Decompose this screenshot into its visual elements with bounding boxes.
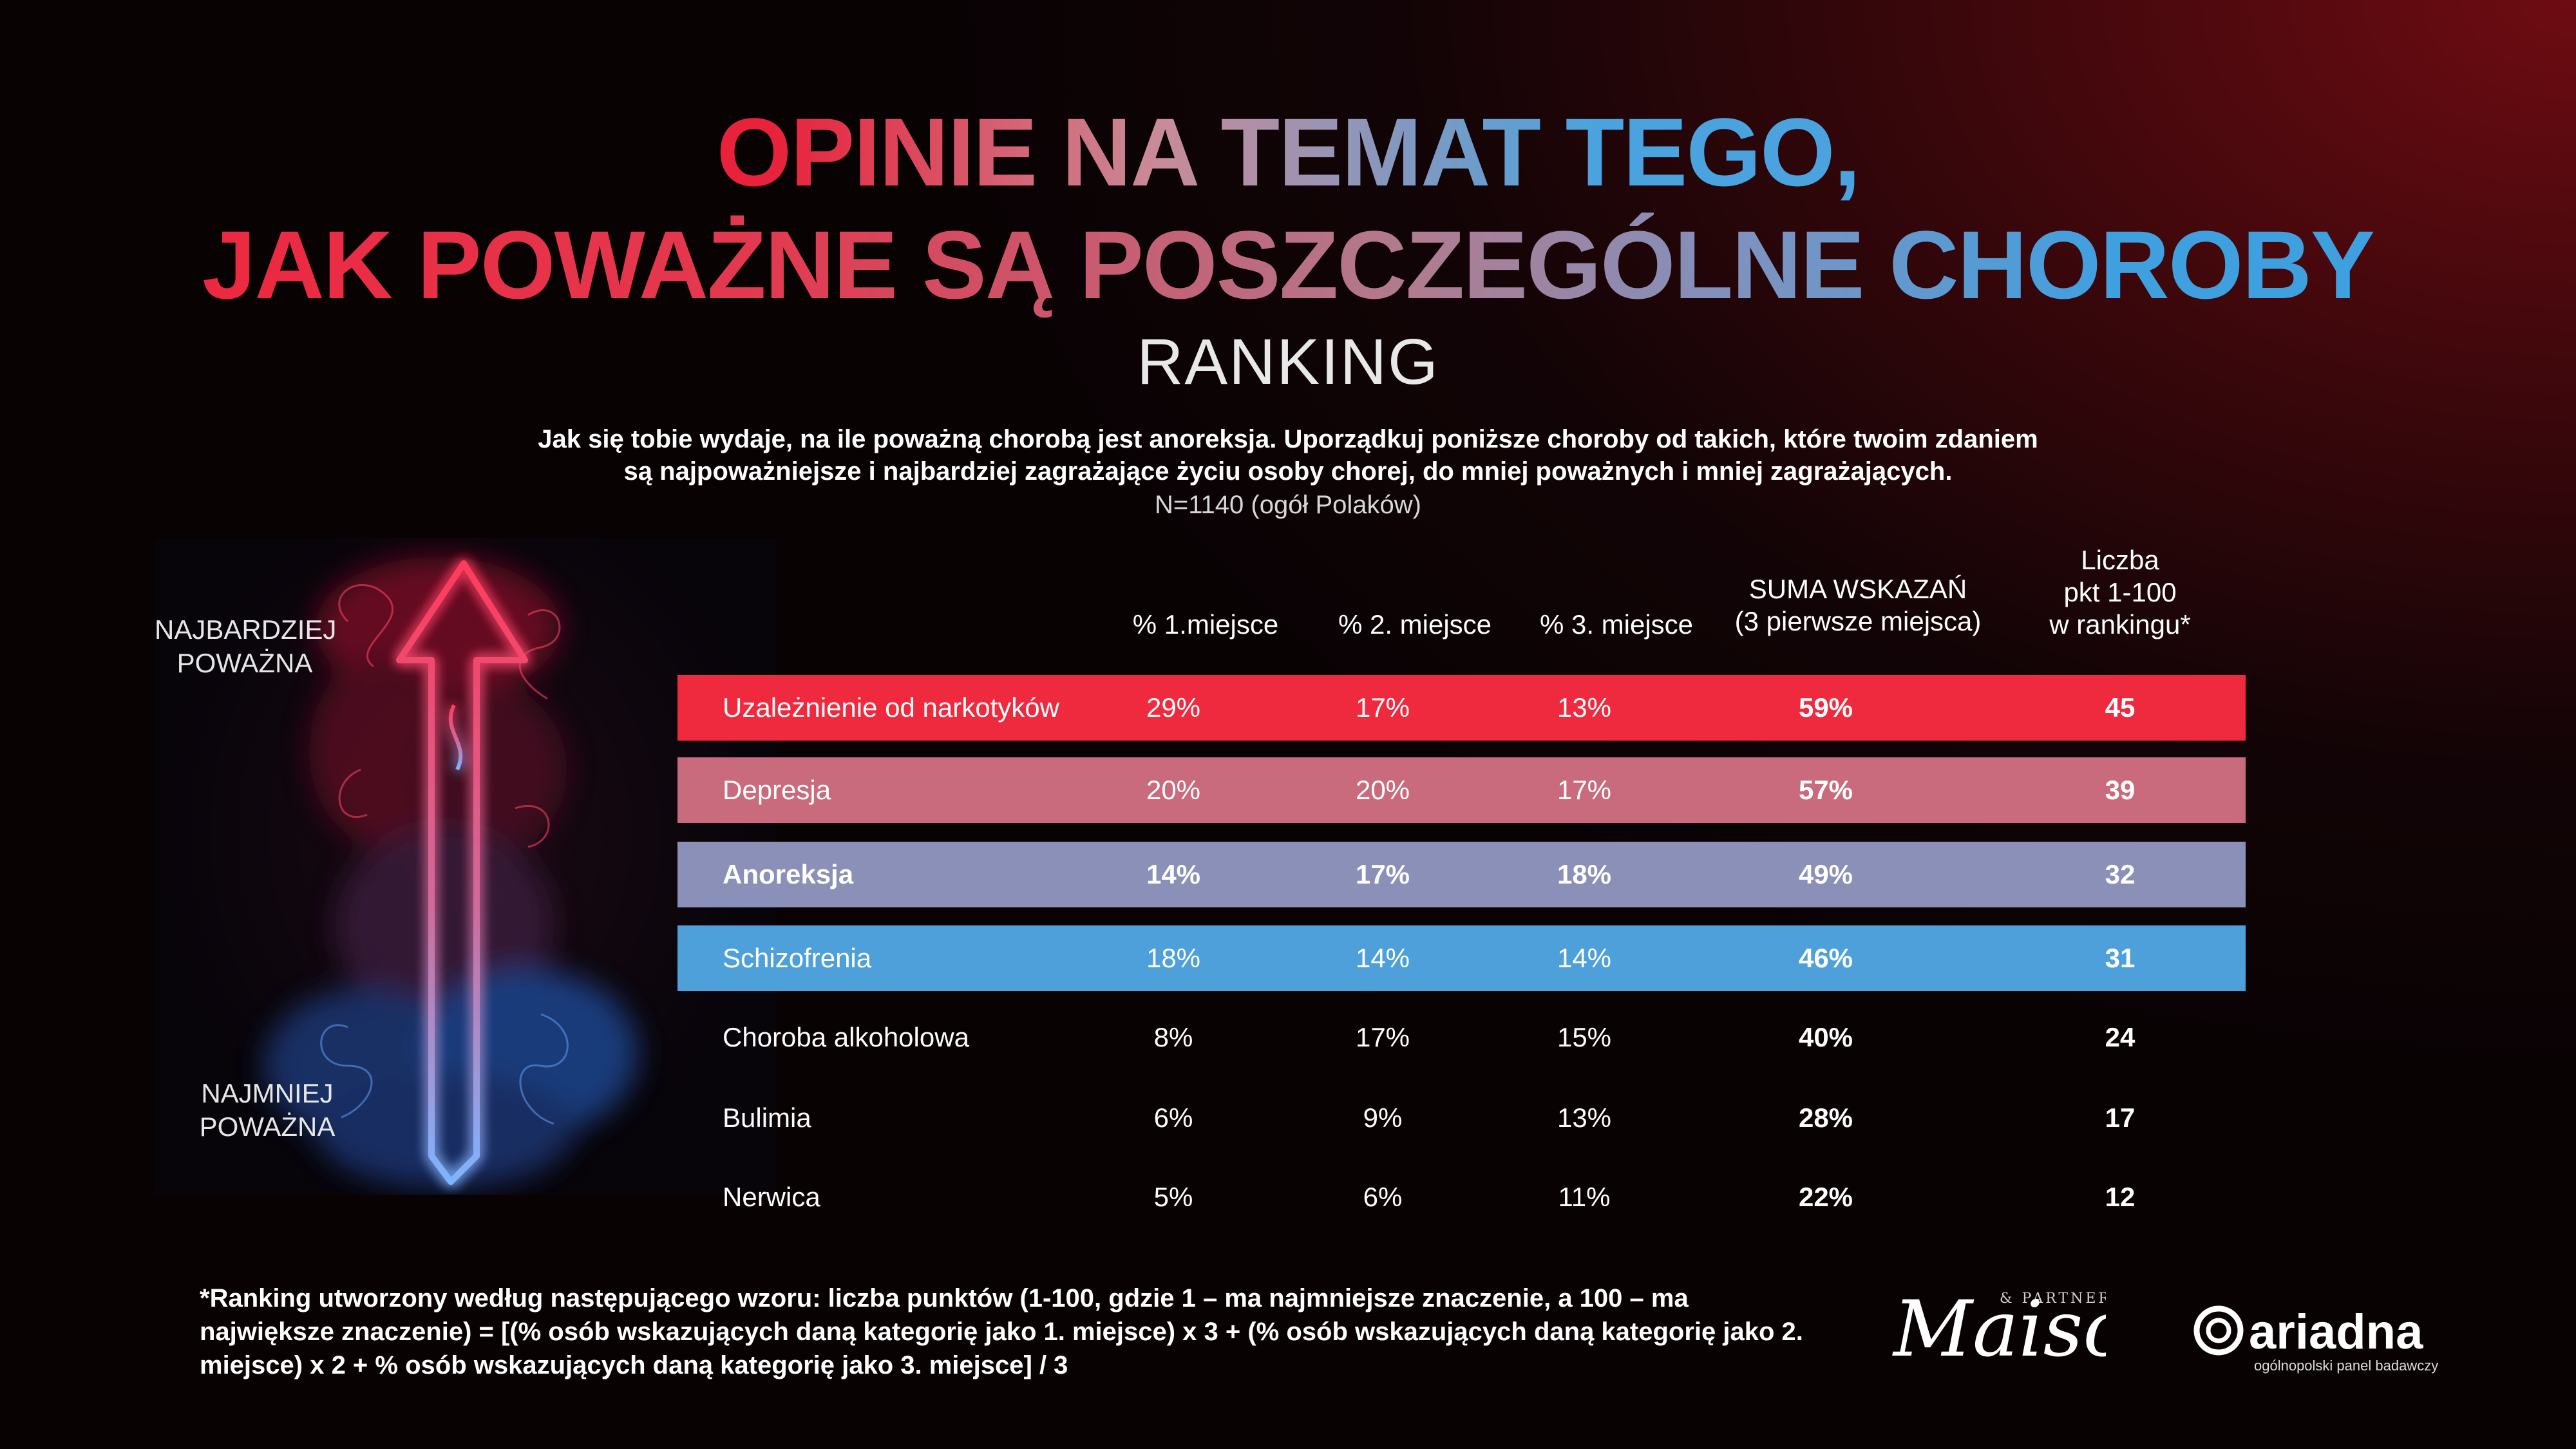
cell-first-place: 5% bbox=[1153, 1182, 1193, 1212]
header-second-place: % 2. miejsce bbox=[1338, 609, 1492, 639]
title-line-1: OPINIE NA TEMAT TEGO, bbox=[0, 97, 2576, 208]
maison-sub-text: & PARTNERS bbox=[2000, 1291, 2106, 1307]
row-name: Choroba alkoholowa bbox=[723, 1022, 969, 1052]
cell-sum: 28% bbox=[1798, 1103, 1853, 1133]
row-name: Depresja bbox=[723, 775, 831, 805]
table-row: Schizofrenia 18% 14% 14% 46% 31 bbox=[677, 925, 2246, 991]
row-name: Anoreksja bbox=[723, 859, 854, 889]
cell-third-place: 17% bbox=[1557, 775, 1612, 805]
header-third-place: % 3. miejsce bbox=[1539, 609, 1694, 639]
cell-points: 31 bbox=[2105, 943, 2136, 973]
cell-third-place: 15% bbox=[1557, 1022, 1612, 1052]
cell-second-place: 17% bbox=[1355, 692, 1410, 723]
cell-sum: 49% bbox=[1798, 859, 1853, 889]
row-name: Nerwica bbox=[723, 1182, 820, 1212]
cell-third-place: 11% bbox=[1558, 1182, 1611, 1212]
subtitle: RANKING bbox=[1137, 326, 1439, 398]
footnote: *Ranking utworzony według następującego … bbox=[200, 1284, 1803, 1379]
cell-points: 12 bbox=[2105, 1182, 2136, 1212]
header-sum-line-2: (3 pierwsze miejsca) bbox=[1734, 606, 1982, 636]
cell-first-place: 6% bbox=[1153, 1103, 1193, 1133]
ariadna-sub-text: ogólnopolski panel badawczy bbox=[2254, 1358, 2438, 1374]
cell-first-place: 8% bbox=[1153, 1022, 1193, 1052]
header-first-place: % 1.miejsce bbox=[1132, 609, 1279, 639]
cell-first-place: 29% bbox=[1146, 692, 1201, 723]
cell-sum: 59% bbox=[1798, 692, 1853, 723]
cell-sum: 40% bbox=[1798, 1022, 1853, 1052]
cell-first-place: 20% bbox=[1146, 775, 1201, 805]
cell-first-place: 14% bbox=[1146, 859, 1201, 889]
cell-points: 39 bbox=[2105, 775, 2136, 805]
title-line-2: JAK POWAŻNE SĄ POSZCZEGÓLNE CHOROBY bbox=[0, 209, 2576, 321]
ariadna-text: ariadna bbox=[2249, 1305, 2423, 1359]
cell-sum: 57% bbox=[1798, 775, 1853, 805]
table-row: Nerwica 5% 6% 11% 22% 12 bbox=[677, 1164, 2246, 1230]
cell-sum: 46% bbox=[1798, 943, 1853, 973]
table-row: Choroba alkoholowa 8% 17% 15% 40% 24 bbox=[677, 1005, 2246, 1070]
cell-third-place: 18% bbox=[1557, 859, 1612, 889]
cell-second-place: 20% bbox=[1355, 775, 1410, 805]
header-sum-line-1: SUMA WSKAZAŃ bbox=[1748, 574, 1967, 604]
ariadna-logo: ariadna ogólnopolski panel badawczy bbox=[2193, 1305, 2438, 1374]
ariadna-ring-icon bbox=[2193, 1305, 2244, 1356]
row-name: Bulimia bbox=[723, 1103, 811, 1133]
cell-second-place: 6% bbox=[1363, 1182, 1403, 1212]
cell-second-place: 14% bbox=[1355, 943, 1410, 973]
cell-third-place: 13% bbox=[1557, 1103, 1612, 1133]
neon-arrow-image bbox=[155, 538, 776, 1195]
cell-points: 32 bbox=[2105, 859, 2136, 889]
table-row: Uzależnienie od narkotyków 29% 17% 13% 59% 45 bbox=[677, 675, 2246, 741]
label-most-serious: NAJBARDZIEJ POWAŻNA bbox=[155, 614, 337, 678]
maison-text: Maison bbox=[1892, 1285, 2106, 1374]
cell-points: 17 bbox=[2105, 1103, 2136, 1133]
cell-points: 24 bbox=[2105, 1022, 2136, 1052]
table-row: Bulimia 6% 9% 13% 28% 17 bbox=[677, 1085, 2246, 1151]
cell-points: 45 bbox=[2105, 692, 2136, 723]
header-points: Liczba pkt 1-100 w rankingu* bbox=[2023, 544, 2217, 641]
sample-size: N=1140 (ogół Polaków) bbox=[1155, 491, 1421, 519]
cell-third-place: 13% bbox=[1557, 692, 1612, 723]
cell-sum: 22% bbox=[1798, 1182, 1853, 1212]
cell-third-place: 14% bbox=[1557, 943, 1612, 973]
table-row: Depresja 20% 20% 17% 57% 39 bbox=[677, 757, 2246, 823]
cell-second-place: 17% bbox=[1355, 859, 1410, 889]
table-row: Anoreksja 14% 17% 18% 49% 32 bbox=[677, 842, 2246, 907]
cell-second-place: 9% bbox=[1363, 1103, 1403, 1133]
header-points-line-2: pkt 1-100 bbox=[2063, 577, 2177, 607]
maison-partners-logo: & PARTNERS Maison bbox=[1892, 1285, 2106, 1374]
question-line-1: Jak się tobie wydaje, na ile poważną cho… bbox=[538, 425, 2038, 453]
header-points-line-1: Liczba bbox=[2081, 545, 2159, 575]
label-least-serious: NAJMNIEJ POWAŻNA bbox=[199, 1078, 336, 1142]
cell-second-place: 17% bbox=[1355, 1022, 1410, 1052]
header-points-line-3: w rankingu* bbox=[2049, 609, 2191, 639]
row-name: Schizofrenia bbox=[723, 943, 872, 973]
ariadna-inner-ring-icon bbox=[2206, 1318, 2231, 1343]
question-line-2: są najpoważniejsze i najbardziej zagraża… bbox=[623, 457, 1953, 486]
row-name: Uzależnienie od narkotyków bbox=[723, 692, 1059, 723]
header-sum: SUMA WSKAZAŃ (3 pierwsze miejsca) bbox=[1697, 573, 2019, 638]
cell-first-place: 18% bbox=[1146, 943, 1201, 973]
